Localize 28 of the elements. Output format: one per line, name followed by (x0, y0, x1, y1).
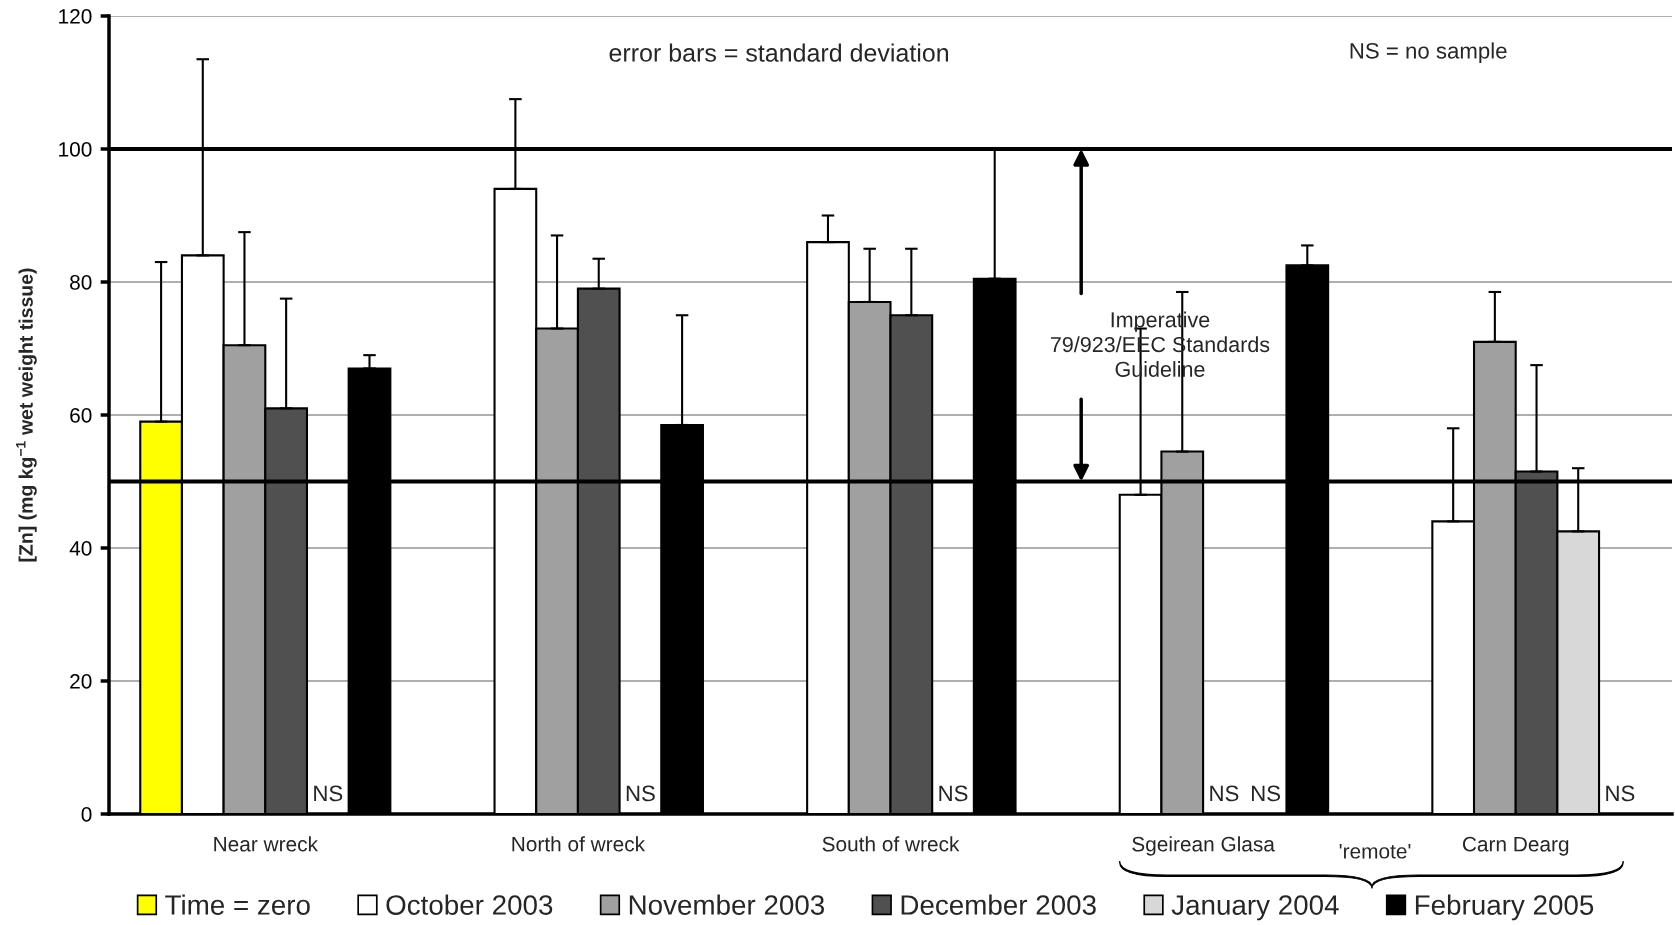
y-axis-title: [Zn] (mg kg$^{−1}$ wet weight tissue) (16, 268, 37, 562)
annotation: NS = no sample (1350, 42, 1507, 64)
y-tick-label: 0 (81, 807, 92, 822)
annotation: error bars = standard deviation (609, 43, 949, 62)
legend-label: October 2003 (386, 894, 553, 915)
legend-label: January 2004 (1171, 895, 1339, 921)
x-tick-label: South of wreck (822, 836, 960, 852)
text: NS (626, 785, 655, 802)
text: NS (314, 785, 343, 802)
text: NS (1606, 785, 1635, 802)
x-tick-label: Near wreck (214, 836, 319, 852)
x-tick-label: North of wreck (512, 836, 646, 852)
legend-label: December 2003 (901, 894, 1096, 915)
y-tick-label: 80 (70, 275, 92, 290)
text: 'remote' (1339, 844, 1411, 859)
text: NS (939, 785, 968, 802)
x-tick-label: Sgeirean Glasa (1132, 836, 1275, 856)
text: NS (1252, 785, 1281, 802)
x-tick-label: Carn Dearg (1462, 836, 1569, 856)
text: NS (1210, 785, 1239, 802)
y-tick-label: 100 (59, 142, 92, 157)
y-tick-label: 120 (59, 9, 92, 24)
legend-label: February 2005 (1415, 894, 1594, 921)
y-tick-label: 20 (70, 674, 92, 689)
y-tick-label: 40 (69, 541, 92, 556)
y-tick-label: 60 (70, 408, 92, 423)
legend-label: November 2003 (629, 894, 825, 915)
legend-label: Time = zero (165, 894, 310, 915)
